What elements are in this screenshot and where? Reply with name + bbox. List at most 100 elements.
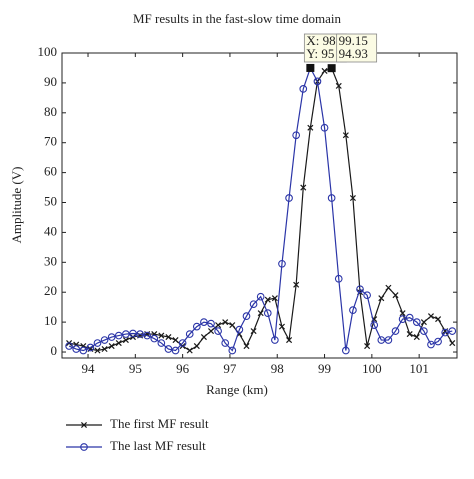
- point: [271, 336, 279, 344]
- series-line: [68, 66, 453, 352]
- point: [441, 328, 450, 337]
- point: [122, 337, 129, 344]
- legend-label: The last MF result: [110, 438, 206, 453]
- point: [249, 300, 258, 309]
- y-tick-label: 0: [51, 343, 58, 358]
- point: [242, 312, 251, 320]
- point: [94, 347, 101, 354]
- x-tick-label: 98: [271, 361, 284, 376]
- point: [349, 195, 356, 202]
- point: [449, 340, 456, 347]
- point: [178, 339, 187, 347]
- point: [257, 310, 264, 317]
- point: [263, 309, 272, 317]
- point: [278, 259, 286, 268]
- y-tick-label: 90: [44, 74, 57, 89]
- point: [364, 343, 371, 350]
- point: [256, 292, 265, 301]
- point: [86, 343, 95, 352]
- point: [392, 292, 399, 299]
- series-line: [68, 67, 453, 352]
- point: [278, 323, 285, 330]
- point: [235, 325, 244, 334]
- legend-marker: [80, 421, 88, 429]
- point: [250, 328, 257, 335]
- point: [165, 334, 172, 341]
- point: [342, 132, 349, 139]
- x-axis-label: Range (km): [206, 382, 268, 397]
- point: [207, 328, 215, 335]
- point: [65, 342, 73, 350]
- x-tick-label: 100: [362, 361, 382, 376]
- y-tick-label: 20: [44, 283, 57, 298]
- point: [114, 331, 123, 340]
- y-tick-label: 30: [44, 253, 57, 268]
- point: [192, 322, 201, 331]
- point: [413, 334, 420, 341]
- point: [200, 318, 208, 326]
- y-tick-label: 10: [44, 313, 57, 328]
- x-tick-label: 99: [318, 361, 331, 376]
- point: [307, 124, 314, 131]
- point: [79, 346, 88, 355]
- point: [143, 331, 151, 340]
- point: [229, 322, 236, 329]
- point: [185, 330, 194, 338]
- data-tip-marker: [327, 64, 336, 73]
- point: [412, 318, 421, 326]
- point: [108, 343, 115, 350]
- y-tick-label: 50: [44, 193, 57, 208]
- y-tick-label: 70: [44, 134, 57, 149]
- point: [434, 337, 442, 346]
- point: [158, 332, 165, 339]
- x-tick-label: 97: [223, 361, 237, 376]
- point: [356, 285, 364, 294]
- point: [391, 327, 400, 335]
- point: [193, 343, 200, 350]
- point: [293, 281, 300, 288]
- point: [221, 339, 230, 347]
- y-axis-label: Amplitude (V): [9, 167, 24, 244]
- point: [420, 327, 428, 335]
- point: [327, 194, 336, 202]
- point: [427, 340, 435, 349]
- y-tick-label: 40: [44, 223, 57, 238]
- x-tick-label: 96: [176, 361, 190, 376]
- point: [72, 345, 81, 353]
- point: [341, 346, 350, 355]
- point: [313, 77, 322, 86]
- point: [405, 313, 414, 322]
- plot-frame: [61, 52, 458, 359]
- data-tip-box: [336, 33, 378, 63]
- point: [115, 340, 122, 347]
- point: [214, 327, 222, 335]
- legend-label: The first MF result: [110, 416, 209, 431]
- point: [435, 316, 442, 323]
- point: [101, 346, 108, 353]
- point: [370, 321, 379, 329]
- point: [157, 339, 166, 347]
- chart-title: MF results in the fast-slow time domain: [133, 11, 341, 26]
- point: [320, 123, 329, 132]
- point: [406, 331, 413, 338]
- y-tick-label: 100: [38, 44, 58, 59]
- y-tick-label: 80: [44, 104, 57, 119]
- point: [271, 295, 278, 302]
- x-tick-label: 95: [129, 361, 142, 376]
- point: [207, 319, 215, 328]
- point: [222, 319, 229, 326]
- data-tip-x: 99.15: [339, 33, 368, 48]
- point: [384, 336, 393, 344]
- point: [93, 339, 102, 347]
- y-tick-label: 60: [44, 164, 57, 179]
- point: [172, 337, 179, 344]
- point: [299, 85, 308, 93]
- legend-marker: [80, 443, 88, 451]
- data-tip-y: 94.93: [339, 46, 368, 61]
- point: [334, 274, 343, 283]
- point: [448, 327, 457, 335]
- point: [164, 345, 173, 353]
- point: [100, 336, 109, 344]
- point: [264, 296, 271, 303]
